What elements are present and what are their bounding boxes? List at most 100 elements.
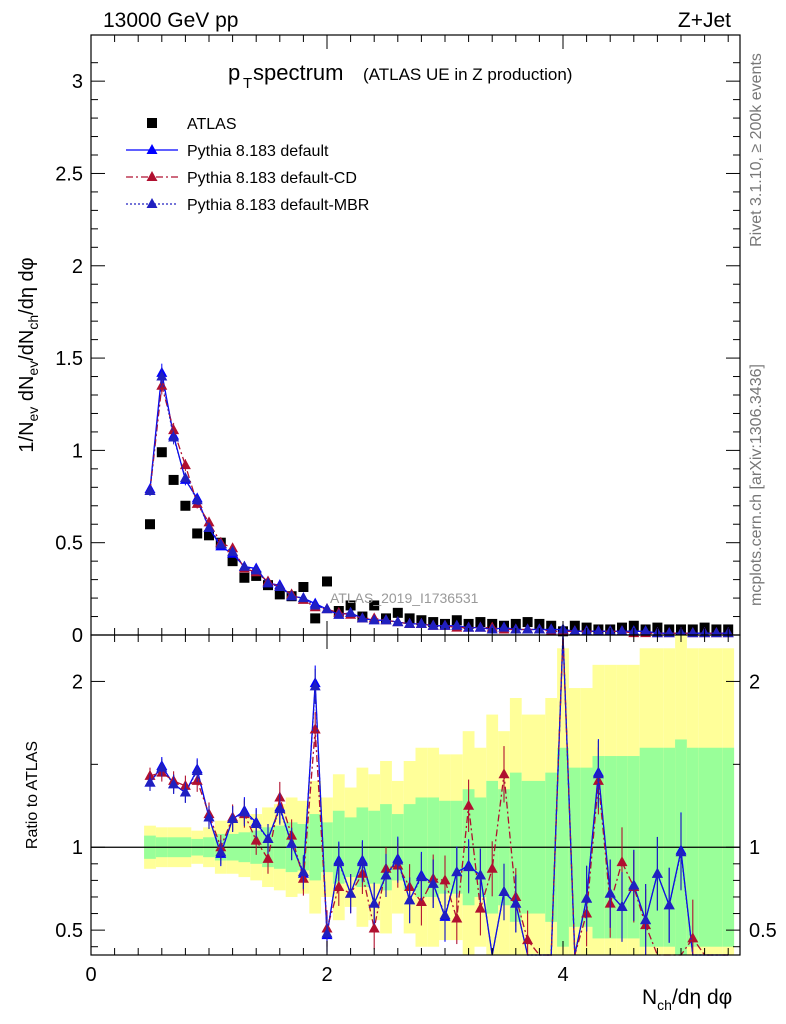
legend-marker-triangle	[146, 198, 158, 208]
ratio-point	[427, 877, 439, 888]
main-point	[203, 521, 215, 532]
ratio-y-tick-label: 0.5	[55, 920, 83, 942]
main-point	[356, 612, 368, 623]
svg-text:Nch/dη dφ: Nch/dη dφ	[642, 986, 732, 1013]
ratio-point	[474, 902, 486, 913]
main-point	[368, 614, 380, 625]
ratio-point	[640, 914, 652, 925]
ratio-point	[333, 856, 345, 867]
main-point	[274, 581, 286, 591]
main-point	[168, 431, 180, 442]
ratio-point	[286, 837, 298, 848]
y-tick-label: 2.5	[55, 163, 83, 185]
y-tick-label: 0	[72, 625, 83, 647]
ratio-point	[498, 768, 510, 779]
legend-label: Pythia 8.183 default	[187, 143, 329, 160]
main-point	[238, 560, 250, 571]
data-point-atlas	[239, 572, 250, 583]
ratio-point	[616, 856, 628, 867]
ratio-point	[368, 897, 380, 908]
main-point	[569, 625, 581, 636]
mcplots-label: mcplots.cern.ch [arXiv:1306.3436]	[748, 364, 765, 606]
ratio-point	[238, 806, 250, 817]
main-ylabel: 1/Nev dNev/dNch/dη dφ	[16, 257, 41, 452]
data-point-atlas	[274, 589, 285, 600]
ratio-point	[592, 768, 604, 779]
ratio-point	[439, 909, 451, 920]
data-point-atlas	[168, 474, 179, 485]
main-point	[321, 603, 333, 614]
ratio-point	[474, 869, 486, 880]
ratio-point	[156, 761, 168, 772]
ratio-point	[297, 866, 309, 877]
ratio-point	[215, 846, 227, 857]
ratio-point	[463, 861, 475, 872]
ratio-point	[581, 892, 593, 903]
main-point	[144, 485, 156, 495]
ratio-panel: 0 2 4 0.5 0.5 1 1 2 2	[55, 634, 777, 986]
title-sub: T	[243, 75, 252, 92]
data-point-atlas	[392, 607, 403, 618]
main-point	[345, 606, 357, 617]
main-point	[640, 625, 652, 636]
main-point	[392, 616, 404, 627]
main-point	[451, 619, 463, 630]
ratio-point	[274, 803, 286, 814]
ratio-point	[368, 922, 380, 933]
legend-label: Pythia 8.183 default-MBR	[187, 197, 369, 214]
data-point-atlas	[145, 519, 155, 530]
main-point	[415, 617, 427, 628]
main-point	[191, 494, 203, 505]
legend: ATLAS Pythia 8.183 default Pythia 8.183 …	[126, 116, 369, 214]
ratio-y-tick-label-right: 1	[749, 837, 760, 859]
y-tick-label: 3	[72, 71, 83, 93]
x-tick-label: 2	[321, 964, 332, 986]
x-tick-label: 4	[557, 964, 568, 986]
main-point	[333, 608, 345, 619]
y-tick-label: 1	[72, 440, 83, 462]
main-point	[250, 564, 262, 575]
ratio-point	[356, 856, 368, 867]
ratio-point	[628, 879, 640, 890]
legend-marker-triangle	[146, 144, 158, 154]
data-point-atlas	[298, 582, 309, 592]
ratio-point	[663, 899, 675, 910]
ratio-point	[415, 871, 427, 882]
data-point-atlas	[322, 576, 332, 587]
legend-marker-triangle	[146, 171, 158, 181]
legend-entry-atlas: ATLAS	[147, 116, 237, 133]
main-point	[262, 577, 274, 588]
legend-label: Pythia 8.183 default-CD	[187, 170, 357, 187]
x-axis-label: Nch/dη dφ	[642, 986, 732, 1013]
ratio-point	[604, 887, 616, 898]
ratio-y-tick-label: 1	[72, 837, 83, 859]
ratio-point	[451, 912, 463, 923]
ratio-point	[179, 786, 191, 797]
ratio-point	[651, 867, 663, 878]
ratio-point	[439, 874, 451, 885]
legend-label: ATLAS	[187, 116, 237, 133]
watermark: ATLAS_2019_I1736531	[330, 590, 479, 606]
ratio-point	[616, 900, 628, 911]
ratio-point	[250, 834, 262, 845]
svg-text:1/Nev dNev/dNch/dη dφ: 1/Nev dNev/dNch/dη dφ	[16, 257, 41, 452]
y-tick-label: 2	[72, 256, 83, 278]
data-point-atlas	[204, 530, 214, 541]
ratio-point	[404, 894, 416, 905]
data-point-atlas	[227, 556, 238, 567]
ratio-point	[522, 934, 534, 945]
main-point	[179, 472, 191, 483]
main-point	[380, 614, 392, 625]
ratio-frame	[90, 634, 741, 956]
ratio-point	[262, 832, 274, 843]
ratio-point	[227, 813, 239, 824]
main-panel: 0 0.5 1 1.5 2 2.5 3	[55, 34, 741, 647]
ratio-point	[510, 897, 522, 908]
ratio-line-1	[149, 634, 729, 956]
main-point	[592, 625, 604, 636]
y-tick-label: 1.5	[55, 348, 83, 370]
main-point	[616, 625, 628, 636]
data-point-atlas	[345, 600, 356, 611]
ratio-point	[321, 927, 333, 938]
